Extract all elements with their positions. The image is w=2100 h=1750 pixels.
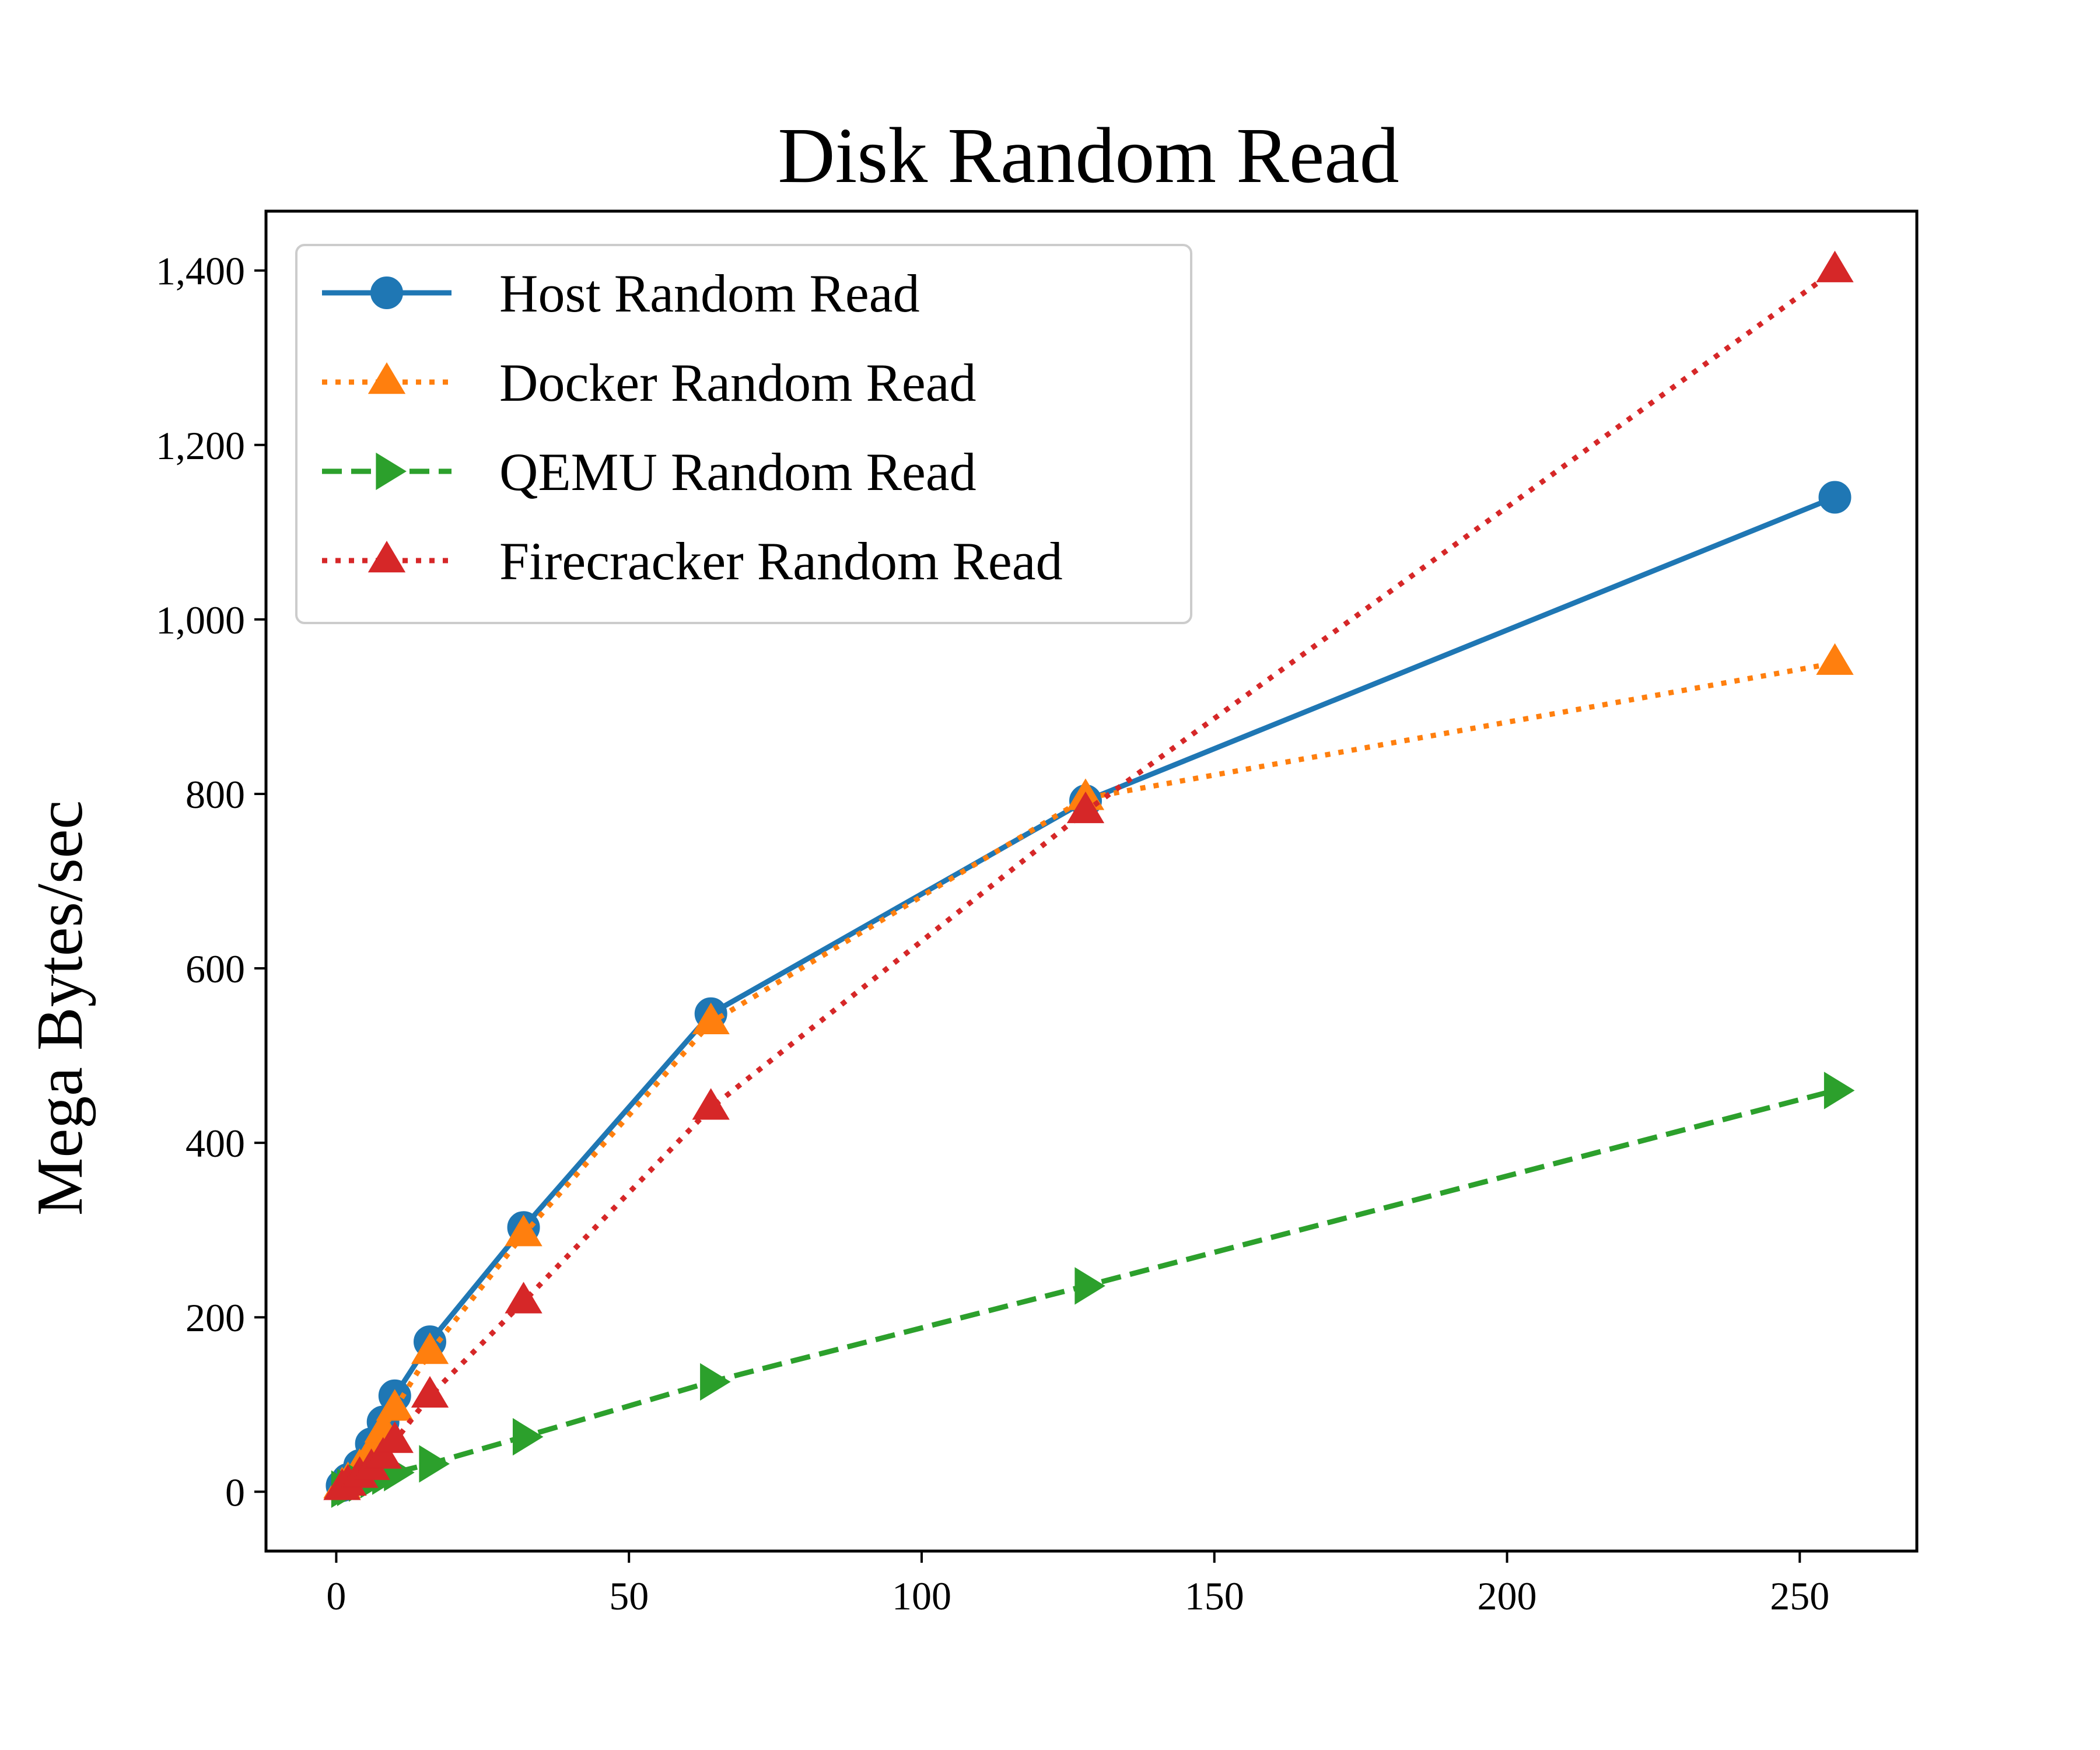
plot-area [323,250,1855,1508]
qemu-random-read-point [419,1445,450,1483]
legend-swatch-marker [376,452,407,491]
legend-entry: QEMU Random Read [322,442,977,502]
x-tick-label: 50 [609,1574,649,1618]
qemu-random-read-point [1074,1267,1105,1305]
legend-label: QEMU Random Read [499,442,977,502]
legend-swatch-marker [368,362,406,394]
legend: Host Random Read Docker Random Read QEMU R… [295,244,1192,624]
firecracker-random-read-point [411,1376,449,1408]
plot-frame [264,209,1919,1553]
y-tick-label: 1,400 [156,249,245,293]
y-tick-label: 0 [225,1470,245,1514]
qemu-random-read-point [512,1418,544,1456]
docker-random-read-point [411,1332,449,1364]
docker-random-read-point [505,1214,542,1247]
qemu-random-read-point [700,1363,731,1401]
firecracker-random-read-point [505,1282,542,1314]
x-tick-label: 0 [326,1574,346,1618]
series-firecracker-random-read [323,250,1854,1500]
chart-title: Disk Random Read [778,112,1399,200]
x-tick-label: 150 [1185,1574,1244,1618]
x-tick-label: 200 [1478,1574,1537,1618]
axis-ticks: 0 50 100 150 200 250 0 200 400 600 800 1,000 1,200 1,… [156,249,1829,1618]
firecracker-random-read-point [692,1088,730,1120]
host-random-read-point [1818,481,1852,514]
firecracker-random-read-point [376,1421,414,1453]
firecracker-random-read-point [364,1437,402,1469]
docker-random-read-point [692,1002,730,1034]
legend-box [295,244,1192,624]
legend-label: Host Random Read [499,264,920,323]
legend-swatch-marker [370,276,403,309]
x-tick-label: 250 [1770,1574,1829,1618]
firecracker-random-read-point [1066,791,1105,824]
docker-random-read-point [376,1389,414,1421]
y-tick-label: 800 [186,772,245,817]
legend-entry: Docker Random Read [322,353,977,412]
y-tick-label: 200 [186,1296,245,1340]
legend-swatch-marker [368,541,406,573]
qemu-random-read-point [1824,1072,1855,1110]
legend-label: Docker Random Read [499,353,977,412]
legend-label: Firecracker Random Read [499,531,1063,591]
legend-entry: Firecracker Random Read [322,531,1063,591]
y-tick-label: 400 [186,1121,245,1166]
legend-entry: Host Random Read [322,264,920,323]
x-tick-label: 100 [892,1574,951,1618]
y-tick-label: 600 [186,947,245,991]
firecracker-random-read-point [1816,250,1854,282]
docker-random-read-point [1816,643,1854,675]
y-axis-label: Mega Bytes/sec [24,800,96,1216]
y-tick-label: 1,200 [156,424,245,468]
y-tick-label: 1,000 [156,598,245,642]
